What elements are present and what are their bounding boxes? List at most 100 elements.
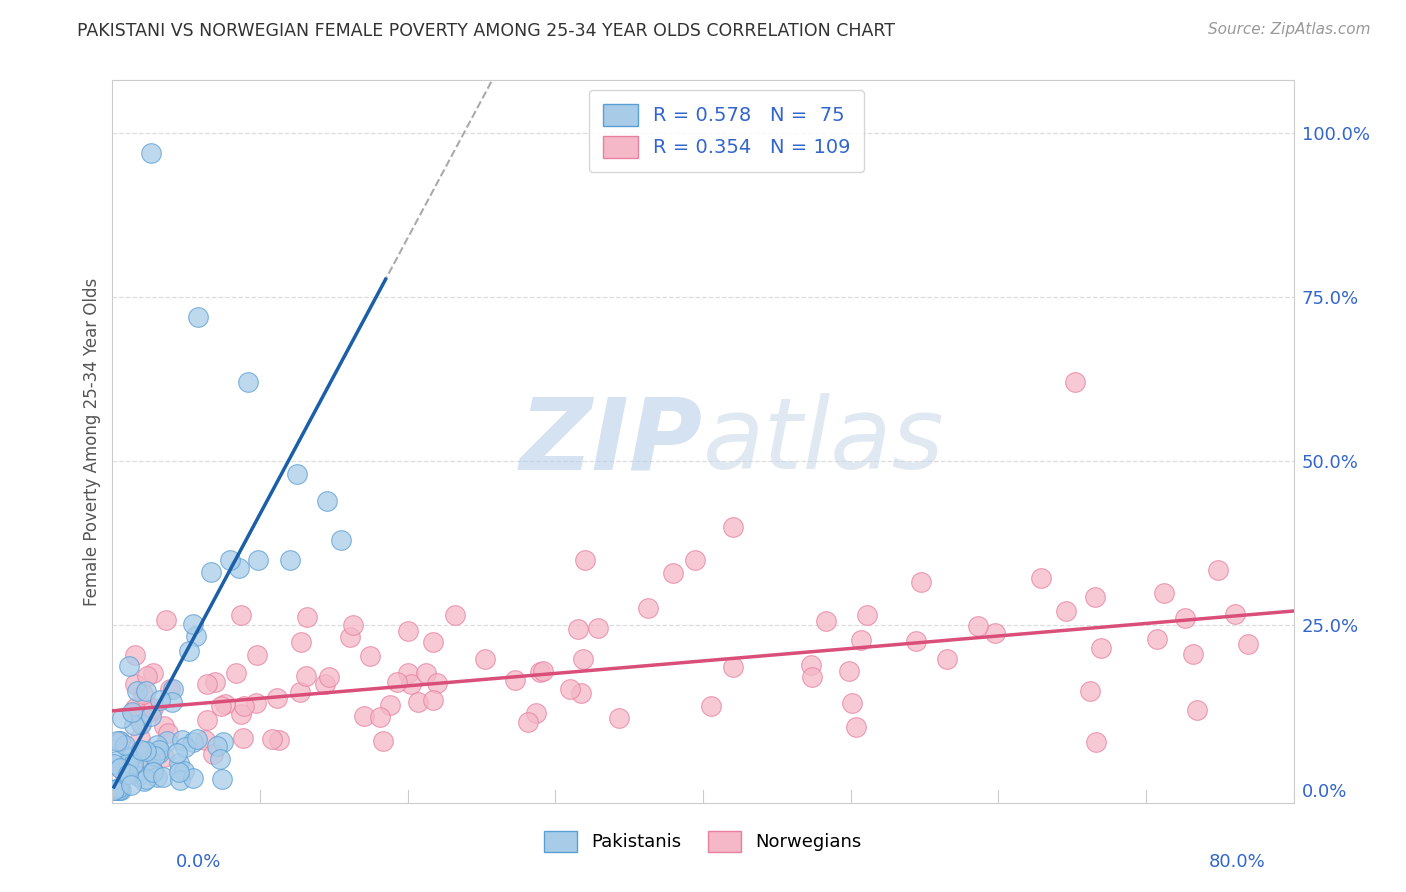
Point (232, 731, 254, 746)
Point (1078, 684, 1101, 698)
Point (142, 665, 165, 680)
Point (202, 747, 225, 761)
Point (1084, 590, 1107, 604)
Point (800, 670, 823, 684)
Point (205, 739, 228, 754)
Point (233, 699, 256, 714)
Point (721, 660, 744, 674)
Point (422, 692, 444, 706)
Point (814, 614, 837, 628)
Point (474, 652, 496, 666)
Point (1085, 735, 1108, 749)
Point (103, 782, 125, 797)
Point (111, 763, 134, 777)
Point (800, 657, 823, 672)
Point (197, 677, 219, 691)
Point (120, 778, 142, 792)
Point (1185, 703, 1208, 717)
Point (1054, 604, 1077, 618)
Point (135, 744, 157, 758)
Text: 0.0%: 0.0% (176, 853, 221, 871)
Point (246, 648, 269, 662)
Point (415, 665, 437, 680)
Point (179, 643, 201, 657)
Text: PAKISTANI VS NORWEGIAN FEMALE POVERTY AMONG 25-34 YEAR OLDS CORRELATION CHART: PAKISTANI VS NORWEGIAN FEMALE POVERTY AM… (77, 22, 896, 40)
Point (200, 565, 222, 579)
Point (117, 756, 139, 770)
Point (184, 629, 207, 643)
Point (526, 706, 548, 721)
Point (571, 686, 593, 700)
Point (110, 782, 132, 797)
Point (108, 782, 131, 797)
Point (209, 752, 232, 766)
Point (156, 733, 179, 747)
Point (238, 376, 260, 390)
Point (517, 714, 540, 729)
Point (266, 691, 288, 706)
Point (368, 709, 391, 723)
Point (169, 772, 191, 787)
Point (118, 750, 141, 764)
Point (700, 698, 723, 713)
Point (503, 673, 526, 688)
Text: atlas: atlas (703, 393, 945, 490)
Point (245, 696, 267, 710)
Point (152, 770, 174, 784)
Point (219, 553, 242, 567)
Point (229, 707, 252, 722)
Point (105, 782, 128, 797)
Point (353, 709, 375, 723)
Point (194, 732, 217, 747)
Point (172, 732, 194, 747)
Point (138, 754, 160, 768)
Point (845, 720, 868, 734)
Point (166, 746, 188, 760)
Point (212, 735, 235, 749)
Point (1146, 632, 1168, 647)
Point (143, 749, 166, 764)
Point (124, 648, 146, 662)
Point (141, 702, 163, 716)
Point (122, 718, 145, 732)
Legend: Pakistanis, Norwegians: Pakistanis, Norwegians (537, 823, 869, 859)
Point (637, 601, 659, 615)
Point (330, 533, 353, 547)
Point (1182, 648, 1205, 662)
Point (157, 725, 180, 739)
Point (214, 697, 236, 711)
Point (103, 782, 125, 797)
Point (115, 764, 138, 779)
Point (572, 651, 595, 665)
Point (444, 607, 467, 622)
Point (136, 706, 159, 720)
Point (983, 626, 1005, 640)
Point (129, 743, 152, 757)
Point (1090, 641, 1112, 656)
Point (186, 732, 208, 747)
Point (125, 683, 148, 698)
Point (104, 782, 127, 797)
Point (586, 621, 609, 635)
Point (132, 774, 155, 789)
Point (567, 622, 589, 636)
Point (422, 635, 444, 649)
Point (318, 670, 340, 684)
Point (124, 701, 146, 715)
Point (129, 716, 152, 731)
Point (159, 681, 181, 696)
Point (314, 677, 336, 691)
Point (128, 745, 150, 759)
Point (246, 553, 269, 567)
Point (108, 733, 131, 747)
Point (148, 743, 170, 757)
Point (295, 610, 318, 624)
Point (108, 761, 131, 775)
Point (204, 675, 226, 690)
Point (121, 748, 143, 763)
Point (108, 734, 131, 748)
Point (683, 552, 706, 566)
Point (267, 733, 290, 747)
Point (122, 757, 145, 772)
Point (181, 772, 204, 786)
